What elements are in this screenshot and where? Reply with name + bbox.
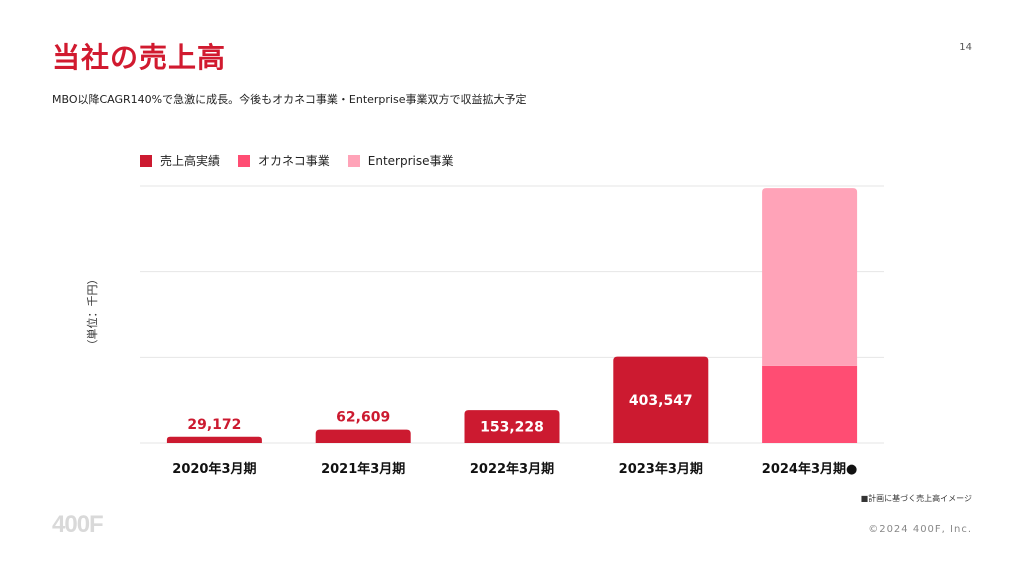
bar-3-segment-1: [464, 410, 560, 443]
data-label-4: 403,547: [629, 393, 693, 409]
legend-item-okaneko: オカネコ事業: [238, 152, 330, 169]
page-title: 当社の売上高: [52, 41, 227, 74]
legend-swatch-okaneko: [238, 154, 251, 167]
x-tick-label-4: 2023年3月期: [619, 461, 703, 477]
x-tick-label-3: 2022年3月期: [470, 461, 554, 477]
bar-2-segment-1: [315, 429, 411, 443]
legend-swatch-enterprise: [347, 154, 360, 167]
x-tick-label-5: 2024年3月期●: [762, 461, 858, 477]
bar-5-segment-2: [762, 365, 858, 443]
bar-5-segment-3: [762, 188, 858, 366]
legend-swatch-actual: [140, 154, 152, 167]
bar-1-segment-1: [166, 436, 262, 443]
x-tick-label-2: 2021年3月期: [321, 461, 405, 477]
legend-label-actual: 売上高実績: [160, 154, 221, 168]
page-number: 14: [959, 42, 972, 53]
data-label-1: 29,172: [187, 417, 241, 433]
company-logo: 400F: [52, 511, 104, 538]
x-tick-label-1: 2020年3月期: [172, 461, 256, 477]
legend-item-actual: 売上高実績: [140, 152, 220, 169]
chart-legend: 売上高実績 オカネコ事業 Enterprise事業: [140, 152, 454, 169]
data-label-3: 153,228: [480, 420, 544, 436]
page-subtitle: MBO以降CAGR140%で急激に成長。今後もオカネコ事業・Enterprise…: [52, 93, 527, 106]
data-label-2: 62,609: [336, 410, 390, 426]
legend-label-okaneko: オカネコ事業: [258, 154, 330, 168]
legend-item-enterprise: Enterprise事業: [347, 152, 454, 169]
legend-label-enterprise: Enterprise事業: [367, 154, 454, 168]
bar-4-segment-1: [613, 356, 709, 443]
footnote: ■計画に基づく売上高イメージ: [860, 494, 972, 503]
copyright: ©2024 400F, Inc.: [868, 524, 972, 535]
